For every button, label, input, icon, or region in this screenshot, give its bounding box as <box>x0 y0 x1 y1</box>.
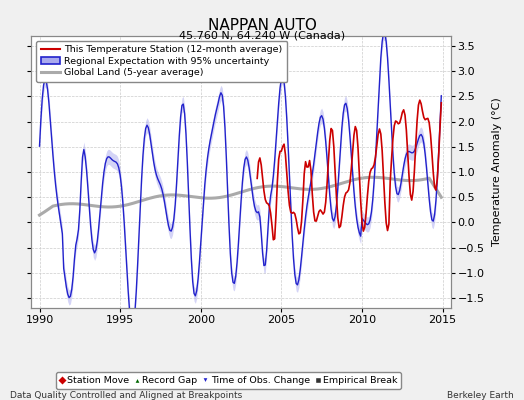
Y-axis label: Temperature Anomaly (°C): Temperature Anomaly (°C) <box>492 98 501 246</box>
Text: Data Quality Controlled and Aligned at Breakpoints: Data Quality Controlled and Aligned at B… <box>10 391 243 400</box>
Text: 45.760 N, 64.240 W (Canada): 45.760 N, 64.240 W (Canada) <box>179 30 345 40</box>
Text: Berkeley Earth: Berkeley Earth <box>447 391 514 400</box>
Legend: Station Move, Record Gap, Time of Obs. Change, Empirical Break: Station Move, Record Gap, Time of Obs. C… <box>56 372 401 389</box>
Text: NAPPAN AUTO: NAPPAN AUTO <box>208 18 316 33</box>
